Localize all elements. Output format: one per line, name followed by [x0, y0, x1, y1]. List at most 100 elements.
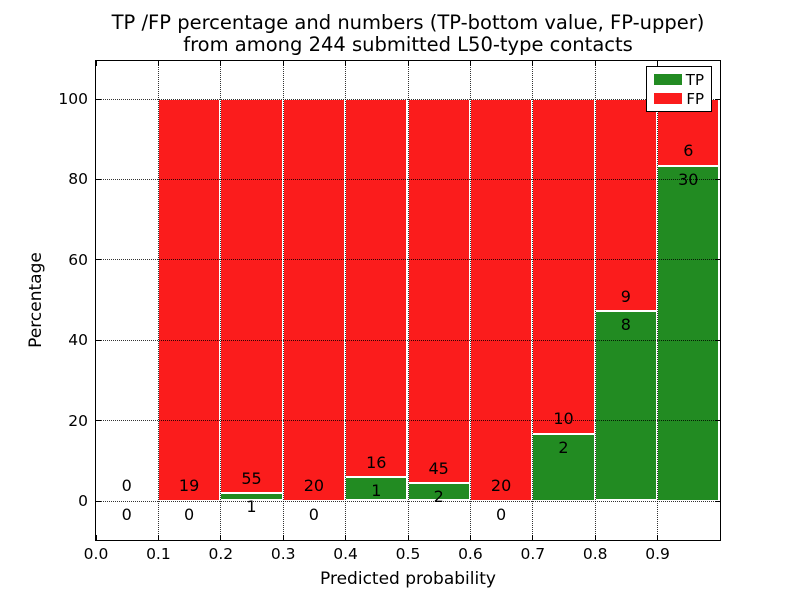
x-tick-mark-bottom	[345, 534, 347, 540]
x-tick-mark-top	[95, 60, 97, 66]
x-gridline	[594, 60, 596, 540]
chart-title-line1: TP /FP percentage and numbers (TP-bottom…	[111, 11, 705, 34]
x-axis-label: Predicted probability	[320, 569, 496, 589]
x-tick-label: 0.3	[270, 545, 296, 563]
x-tick-label: 0.2	[208, 545, 234, 563]
tp-count-label: 1	[246, 497, 257, 517]
x-gridline	[532, 60, 534, 540]
tp-count-label: 0	[496, 504, 507, 524]
tp-count-label: 8	[620, 315, 631, 335]
x-tick-mark-bottom	[469, 534, 471, 540]
x-gridline	[407, 60, 409, 540]
y-tick-mark-right	[714, 339, 720, 341]
x-tick-mark-top	[407, 60, 409, 66]
x-tick-mark-top	[594, 60, 596, 66]
x-tick-mark-top	[345, 60, 347, 66]
x-tick-label: 0.8	[582, 545, 608, 563]
bar-fp-segment	[594, 98, 658, 312]
fp-count-label: 0	[121, 476, 132, 496]
y-tick-label: 20	[68, 411, 88, 430]
bar-fp-segment	[532, 98, 595, 434]
x-gridline	[469, 60, 471, 540]
x-tick-mark-top	[657, 60, 659, 66]
tp-count-label: 0	[184, 504, 195, 524]
tp-count-label: 2	[433, 487, 444, 507]
x-tick-label: 0.7	[520, 545, 546, 563]
x-tick-mark-bottom	[157, 534, 159, 540]
x-tick-label: 0.0	[83, 545, 109, 563]
x-tick-mark-bottom	[594, 534, 596, 540]
x-tick-mark-bottom	[95, 534, 97, 540]
x-gridline	[157, 60, 159, 540]
y-tick-label: 80	[68, 170, 88, 189]
fp-count-label: 16	[366, 452, 387, 472]
fp-count-label: 6	[683, 141, 694, 161]
y-tick-mark-right	[714, 98, 720, 100]
x-tick-mark-bottom	[657, 534, 659, 540]
y-tick-mark-left	[95, 178, 101, 180]
x-tick-label: 0.6	[458, 545, 483, 563]
bar-fp-segment	[282, 98, 346, 501]
x-tick-label: 0.9	[645, 545, 670, 563]
y-tick-mark-left	[95, 339, 101, 341]
x-tick-mark-bottom	[220, 534, 222, 540]
x-tick-mark-bottom	[532, 534, 534, 540]
legend-swatch-fp	[654, 93, 682, 104]
legend-row: TP	[654, 72, 704, 88]
fp-count-label: 45	[428, 459, 449, 479]
legend-swatch-tp	[654, 74, 682, 85]
x-tick-label: 0.4	[333, 545, 358, 563]
y-tick-mark-right	[714, 178, 720, 180]
x-tick-mark-top	[157, 60, 159, 66]
legend-label-fp: FP	[686, 89, 704, 108]
x-gridline	[657, 60, 659, 540]
fp-count-label: 19	[178, 476, 200, 496]
y-tick-mark-left	[95, 98, 101, 100]
tp-count-label: 0	[308, 504, 319, 524]
x-tick-mark-top	[469, 60, 471, 66]
plot-area: 0 0 19 0 55 1 20 0 16 1 45 2 20 0 10 2 9 8 6 30 TP FP	[94, 59, 721, 541]
x-tick-label: 0.5	[395, 545, 421, 563]
fp-count-label: 20	[303, 476, 325, 496]
bar-tp-segment	[657, 165, 720, 501]
x-gridline	[282, 60, 284, 540]
fp-count-label: 20	[490, 476, 512, 496]
y-tick-mark-left	[95, 259, 101, 261]
x-tick-mark-top	[220, 60, 222, 66]
y-tick-mark-left	[95, 420, 101, 422]
y-tick-mark-right	[714, 420, 720, 422]
x-tick-mark-bottom	[282, 534, 284, 540]
legend-row: FP	[654, 91, 704, 107]
bar-fp-segment	[345, 98, 408, 477]
bar-fp-segment	[157, 98, 221, 501]
fp-count-label: 9	[620, 287, 631, 307]
y-tick-label: 60	[68, 250, 88, 269]
fp-count-label: 10	[553, 409, 574, 429]
x-tick-mark-top	[532, 60, 534, 66]
chart-title: TP /FP percentage and numbers (TP-bottom…	[8, 12, 800, 56]
tp-count-label: 0	[121, 504, 132, 524]
chart-title-line2: from among 244 submitted L50-type contac…	[183, 33, 633, 56]
tp-count-label: 30	[678, 169, 699, 189]
y-tick-label: 0	[78, 492, 88, 510]
bar-fp-segment	[407, 98, 470, 484]
tp-count-label: 2	[558, 437, 569, 457]
legend-label-tp: TP	[685, 70, 704, 89]
x-gridline	[345, 60, 347, 540]
bar-fp-segment	[469, 98, 533, 501]
y-tick-mark-right	[714, 500, 720, 502]
bar-tp-segment	[594, 311, 658, 501]
x-tick-mark-top	[282, 60, 284, 66]
tp-count-label: 1	[371, 480, 382, 500]
bar-tp-segment	[532, 433, 595, 501]
bar-fp-segment	[220, 98, 283, 494]
x-tick-label: 0.1	[146, 545, 171, 563]
y-tick-label: 40	[68, 331, 88, 350]
fp-count-label: 55	[241, 469, 262, 489]
legend: TP FP	[646, 66, 712, 112]
y-tick-label: 100	[58, 90, 88, 108]
x-tick-mark-bottom	[407, 534, 409, 540]
y-tick-mark-left	[95, 500, 101, 502]
y-tick-mark-right	[714, 259, 720, 261]
